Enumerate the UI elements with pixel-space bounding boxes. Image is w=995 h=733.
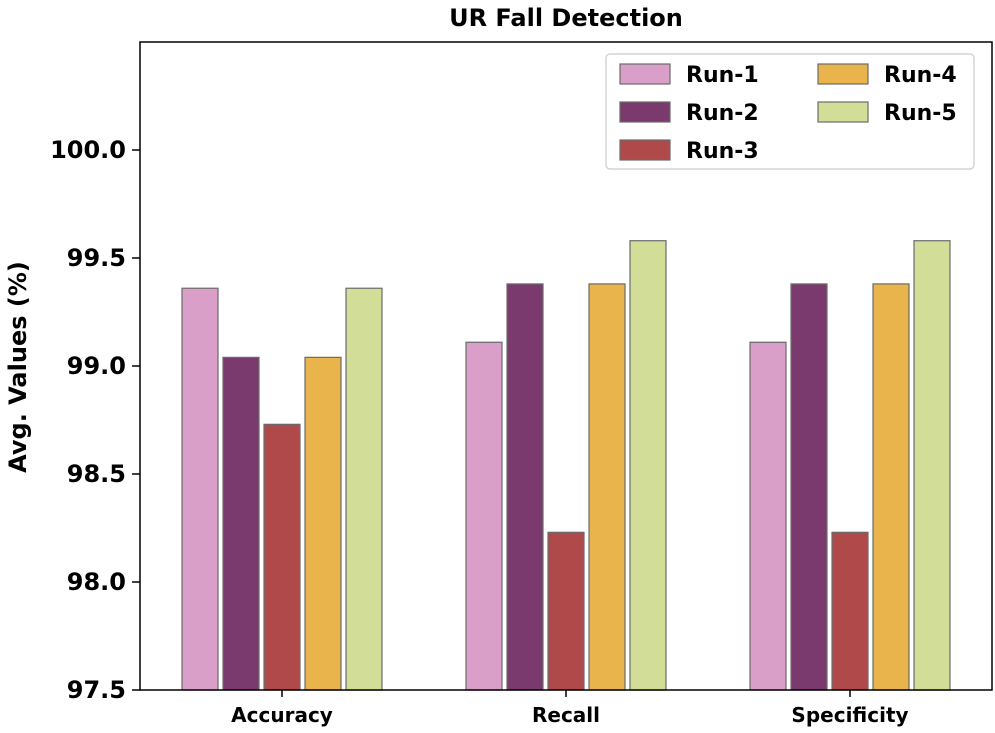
y-axis-label: Avg. Values (%) <box>4 261 32 473</box>
bar-run-3-accuracy <box>263 423 301 691</box>
legend-label: Run-4 <box>884 63 957 88</box>
y-tick-label: 98.0 <box>67 568 126 596</box>
legend-swatch <box>817 101 869 123</box>
x-tick-label: Accuracy <box>231 703 333 727</box>
legend-swatch <box>619 101 671 123</box>
y-tick-label: 98.5 <box>67 460 126 488</box>
bar-run-5-specificity <box>913 240 951 691</box>
chart-title: UR Fall Detection <box>449 4 683 32</box>
bar-run-2-specificity <box>790 283 828 691</box>
legend-label: Run-5 <box>884 101 957 126</box>
x-ticks-group: Accuracy Recall Specificity <box>231 690 909 727</box>
y-tick-label: 100.0 <box>50 136 126 164</box>
bar-run-3-specificity <box>831 531 869 691</box>
bar-run-1-specificity <box>749 341 787 691</box>
bar-run-1-recall <box>465 341 503 691</box>
bar-run-4-recall <box>588 283 626 691</box>
bar-run-3-recall <box>547 531 585 691</box>
x-tick-label: Specificity <box>791 703 908 727</box>
bar-run-2-recall <box>506 283 544 691</box>
y-ticks-group: 97.5 98.0 98.5 99.0 99.5 100.0 <box>50 136 140 704</box>
legend-swatch <box>619 139 671 161</box>
legend-swatch <box>817 63 869 85</box>
x-tick-label: Recall <box>532 703 600 727</box>
legend-label: Run-1 <box>686 63 759 88</box>
bar-run-4-specificity <box>872 283 910 691</box>
legend-label: Run-3 <box>686 139 759 164</box>
legend-label: Run-2 <box>686 101 759 126</box>
bars-group <box>181 240 951 691</box>
plot-frame <box>139 41 993 691</box>
bar-run-1-accuracy <box>181 287 219 691</box>
bar-run-4-accuracy <box>304 356 342 691</box>
bar-run-5-accuracy <box>345 287 383 691</box>
y-tick-label: 97.5 <box>67 676 126 704</box>
y-tick-label: 99.0 <box>67 352 126 380</box>
legend: Run-1 Run-2 Run-3 Run-4 Run-5 <box>605 53 975 170</box>
legend-box <box>605 53 975 170</box>
bar-run-2-accuracy <box>222 356 260 691</box>
bar-run-5-recall <box>629 240 667 691</box>
y-tick-label: 99.5 <box>67 244 126 272</box>
legend-swatch <box>619 63 671 85</box>
